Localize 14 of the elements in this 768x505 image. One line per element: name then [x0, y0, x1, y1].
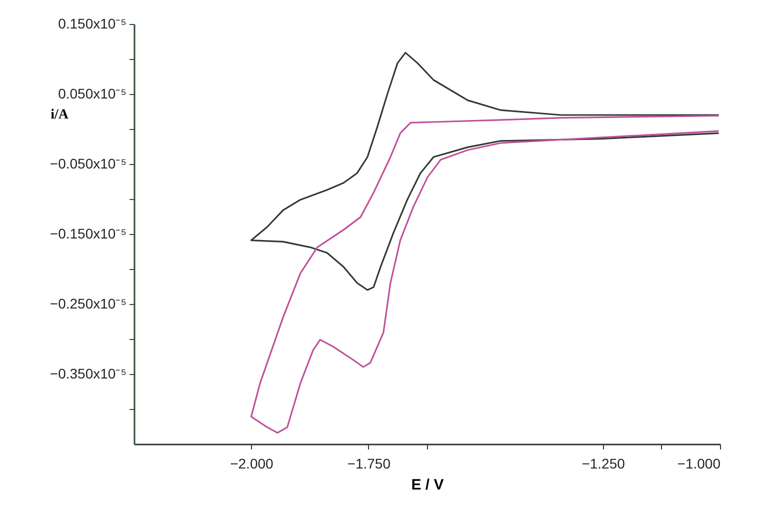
x-tick-label: −2.000 [230, 456, 274, 472]
x-axis-title: E / V [411, 476, 444, 494]
y-tick-label: −0.250x10⁻⁵ [50, 296, 126, 312]
y-tick-label: −0.150x10⁻⁵ [50, 226, 126, 242]
line-series [250, 52, 719, 291]
x-tick-label: −1.250 [582, 456, 626, 472]
y-tick-label: 0.150x10⁻⁵ [58, 16, 126, 32]
x-tick-label: −1.750 [347, 456, 391, 472]
line-series [250, 114, 719, 434]
y-axis-title: i/A [50, 108, 70, 122]
y-tick-label: −0.350x10⁻⁵ [50, 366, 126, 382]
y-tick-label: 0.050x10⁻⁵ [58, 86, 126, 102]
x-tick-label: −1.000 [677, 456, 721, 472]
y-tick-label: −0.050x10⁻⁵ [50, 156, 126, 172]
